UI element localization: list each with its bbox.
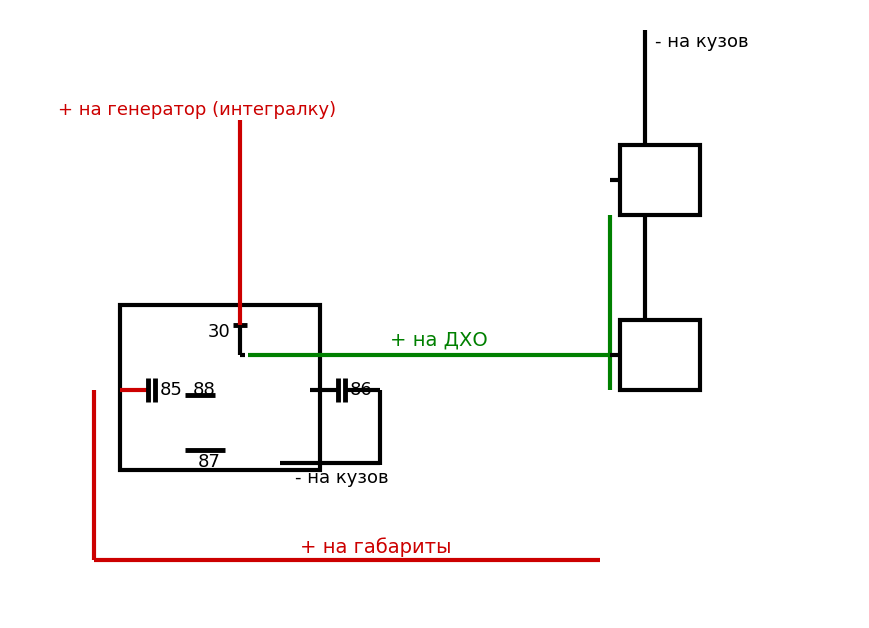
Text: + на ДХО: + на ДХО: [389, 330, 488, 350]
Bar: [120, 305, 320, 470]
Bar: [620, 320, 700, 390]
Text: 87: 87: [198, 453, 221, 471]
Text: - на кузов: - на кузов: [295, 469, 388, 487]
Text: + на габариты: + на габариты: [300, 537, 451, 557]
Text: - на кузов: - на кузов: [654, 33, 747, 51]
Text: 88: 88: [193, 381, 216, 399]
Text: 30: 30: [208, 323, 230, 341]
Bar: [620, 145, 700, 215]
Text: + на генератор (интегралку): + на генератор (интегралку): [58, 101, 335, 119]
Text: 86: 86: [349, 381, 372, 399]
Text: 85: 85: [160, 381, 182, 399]
